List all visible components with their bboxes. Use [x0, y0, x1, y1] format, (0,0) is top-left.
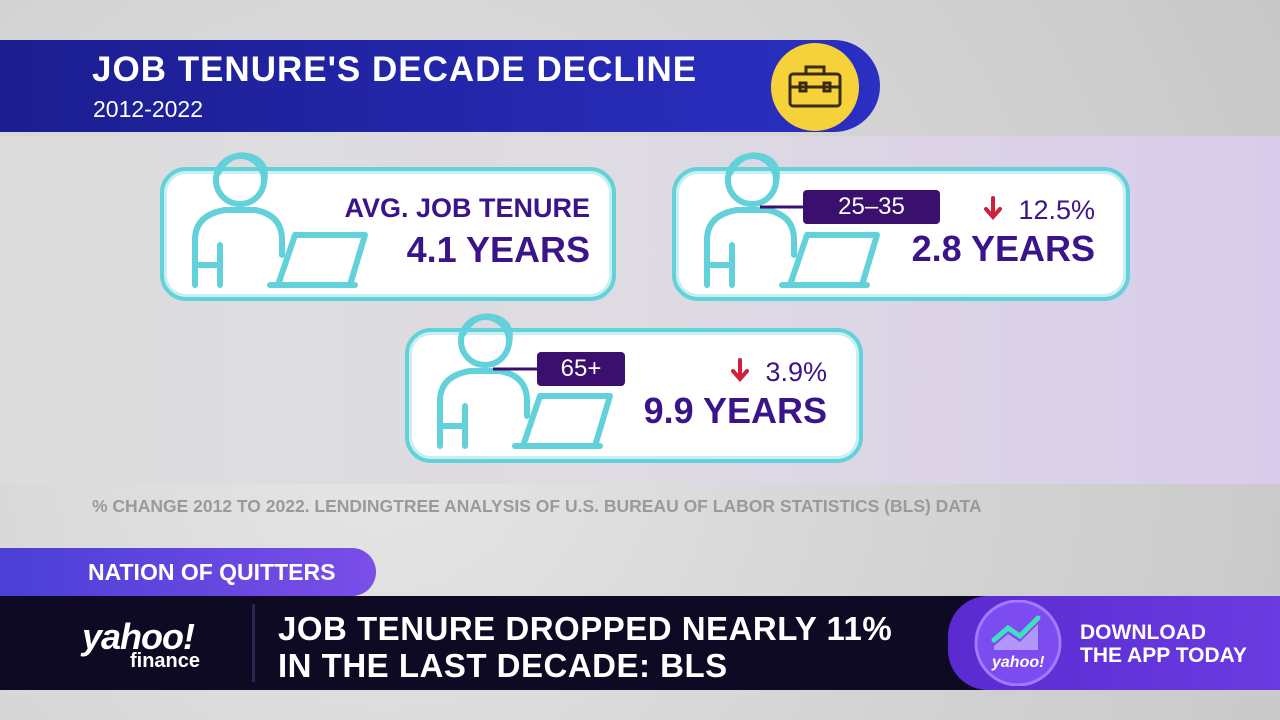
brand-sub: finance — [130, 650, 201, 672]
headline-line: IN THE LAST DECADE: BLS — [278, 647, 728, 684]
card-value: 9.9 YEARS — [643, 390, 827, 431]
down-arrow — [983, 196, 1003, 220]
brand-logo: yahoo! — [82, 616, 195, 657]
app-logo: yahoo! — [992, 654, 1045, 671]
change: 12.5% — [1018, 195, 1095, 225]
down-arrow — [730, 358, 750, 382]
headline-line: JOB TENURE DROPPED NEARLY 11% — [278, 610, 893, 647]
age-group: 25–35 — [803, 190, 940, 224]
cta-line[interactable]: THE APP TODAY — [1080, 644, 1247, 667]
source-note: % CHANGE 2012 TO 2022. LENDINGTREE ANALY… — [92, 496, 982, 516]
connector — [493, 367, 537, 371]
divider — [252, 604, 255, 682]
cta-line[interactable]: DOWNLOAD — [1080, 621, 1206, 644]
card — [160, 167, 616, 301]
title: JOB TENURE'S DECADE DECLINE — [92, 50, 698, 89]
card-label: AVG. JOB TENURE — [344, 193, 590, 223]
connector — [760, 205, 804, 209]
card — [672, 167, 1130, 301]
briefcase-icon — [771, 43, 859, 131]
card-value: 4.1 YEARS — [406, 229, 590, 270]
header-bar — [0, 40, 880, 132]
app-icon — [974, 600, 1062, 686]
segment-tag: NATION OF QUITTERS — [0, 548, 376, 596]
change: 3.9% — [765, 357, 827, 387]
card — [405, 328, 863, 463]
card-value: 2.8 YEARS — [911, 228, 1095, 269]
person-icon — [170, 145, 370, 295]
subtitle: 2012-2022 — [93, 96, 203, 122]
age-group: 65+ — [537, 352, 625, 386]
